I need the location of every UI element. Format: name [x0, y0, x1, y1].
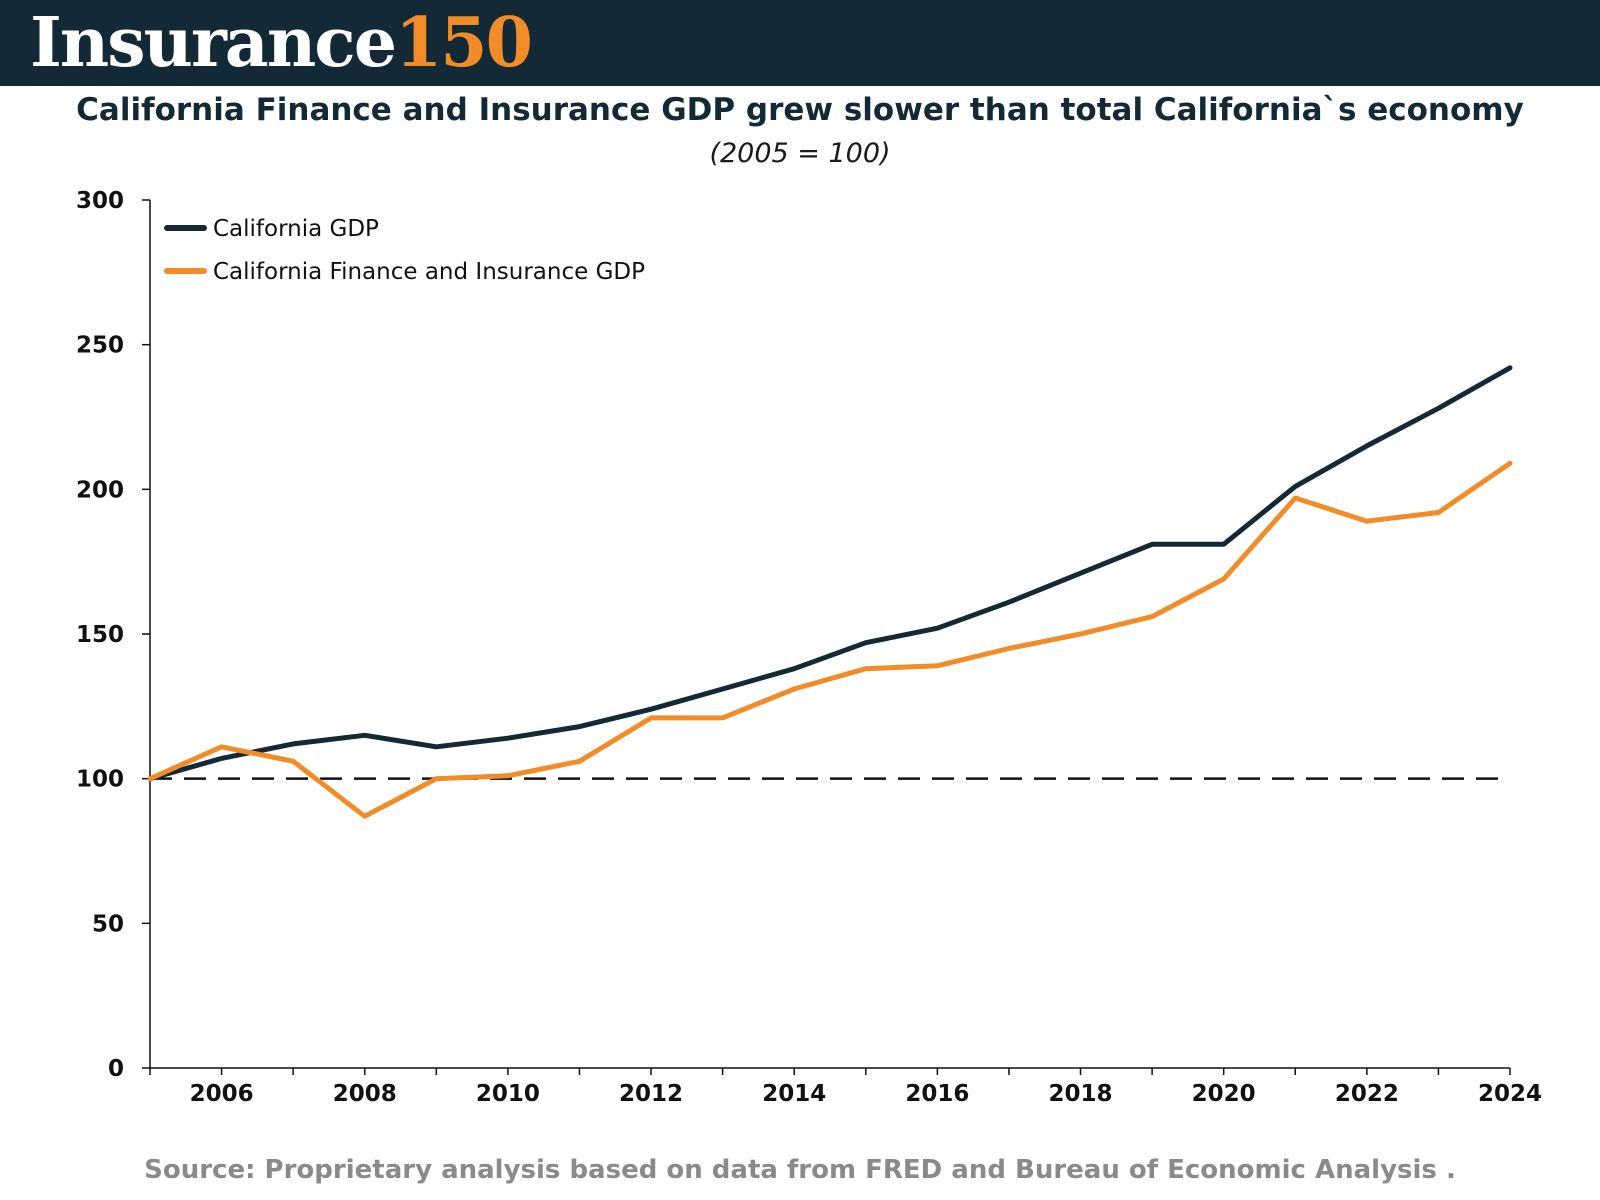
x-tick-label: 2006: [190, 1081, 254, 1107]
chart-legend: California GDP California Finance and Ins…: [164, 216, 645, 285]
series-line-2: [147, 460, 1513, 819]
x-tick-label: 2024: [1478, 1081, 1542, 1107]
y-tick-label: 50: [92, 911, 124, 937]
y-tick-label: 100: [76, 767, 124, 793]
x-tick-label: 2018: [1049, 1081, 1113, 1107]
chart-title: California Finance and Insurance GDP gre…: [76, 92, 1524, 128]
chart-axes: 0 50 100 150 200 250 300 2006 2008 2010 2012 2014 20…: [76, 188, 1542, 1107]
logo-number: 150: [394, 3, 533, 83]
logo-word: Insurance: [30, 3, 397, 83]
x-tick-label: 2016: [905, 1081, 969, 1107]
y-tick-label: 300: [76, 188, 124, 214]
line-chart: 0 50 100 150 200 250 300 2006 2008 2010 2012 2014 20…: [76, 188, 1542, 1107]
brand-logo: Insurance150: [30, 2, 533, 84]
chart-subtitle: (2005 = 100): [709, 138, 891, 169]
y-tick-label: 0: [108, 1056, 124, 1082]
x-tick-label: 2008: [333, 1081, 397, 1107]
x-tick-label: 2022: [1335, 1081, 1399, 1107]
x-tick-label: 2014: [762, 1081, 826, 1107]
series-lines: [147, 365, 1513, 819]
top-banner: Insurance150: [0, 0, 1600, 86]
y-tick-label: 200: [76, 477, 124, 503]
source-note: Source: Proprietary analysis based on da…: [144, 1155, 1456, 1185]
legend-label-2: California Finance and Insurance GDP: [213, 259, 645, 285]
y-tick-label: 150: [76, 622, 124, 648]
y-tick-label: 250: [76, 333, 124, 359]
x-tick-label: 2020: [1192, 1081, 1256, 1107]
legend-label-1: California GDP: [213, 216, 379, 242]
series-line-1: [147, 365, 1513, 782]
x-tick-label: 2012: [619, 1081, 683, 1107]
x-tick-label: 2010: [476, 1081, 540, 1107]
